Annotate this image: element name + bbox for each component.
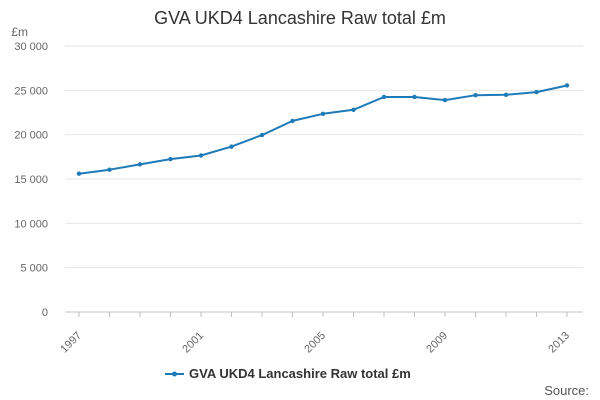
series-line	[78, 84, 568, 175]
data-point[interactable]	[107, 167, 112, 172]
data-point[interactable]	[442, 97, 448, 103]
data-point[interactable]	[259, 132, 265, 138]
legend-marker	[172, 371, 177, 377]
data-point[interactable]	[534, 89, 539, 95]
x-tick-label: 2013	[546, 330, 572, 356]
y-tick-label: 25 000	[14, 85, 48, 97]
y-tick-label: 5 000	[20, 263, 48, 275]
x-tick-label: 2009	[424, 330, 450, 356]
legend[interactable]: GVA UKD4 Lancashire Raw total £m	[165, 366, 411, 381]
x-axis-tick-labels: 1997 2001 2005 2009 2013	[58, 330, 572, 356]
data-point[interactable]	[198, 153, 204, 158]
gridlines	[65, 45, 583, 269]
data-point[interactable]	[503, 92, 509, 97]
series-layer	[76, 83, 570, 176]
data-point[interactable]	[168, 156, 173, 162]
y-axis-tick-labels: 0 5 000 10 000 15 000 20 000 25 000 30 000	[14, 41, 48, 319]
data-point[interactable]	[473, 93, 478, 98]
x-tick-label: 2005	[302, 330, 328, 356]
data-point[interactable]	[320, 111, 326, 117]
data-point[interactable]	[564, 83, 570, 88]
axes	[65, 311, 583, 317]
y-tick-label: 15 000	[14, 174, 48, 186]
data-point[interactable]	[290, 118, 295, 124]
data-point[interactable]	[137, 162, 143, 167]
y-tick-label: 20 000	[14, 130, 48, 142]
y-tick-label: 30 000	[14, 41, 48, 53]
y-axis-unit-label: £m	[11, 25, 28, 39]
chart-title: GVA UKD4 Lancashire Raw total £m	[154, 8, 446, 28]
data-point[interactable]	[229, 144, 234, 149]
y-tick-label: 10 000	[14, 218, 48, 230]
data-point[interactable]	[381, 94, 387, 100]
x-tick-label: 2001	[180, 330, 206, 356]
y-tick-label: 0	[42, 307, 48, 319]
data-point[interactable]	[412, 94, 417, 100]
data-point[interactable]	[351, 107, 356, 113]
x-tick-label: 1997	[58, 330, 84, 356]
legend-label: GVA UKD4 Lancashire Raw total £m	[189, 366, 411, 381]
data-point[interactable]	[76, 171, 82, 176]
source-label: Source:	[544, 383, 589, 398]
